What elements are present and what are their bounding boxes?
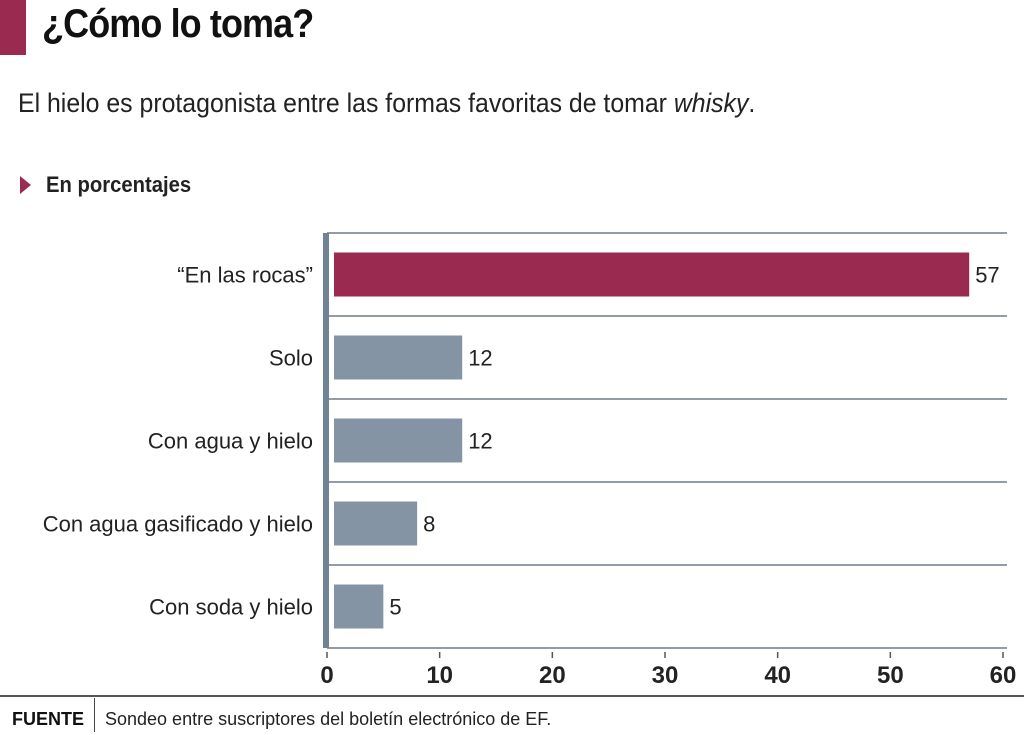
x-tick-label: 20 [539,662,566,689]
category-label: Con soda y hielo [149,595,313,620]
label-layer: “En las rocas” 57 Solo 12 Con agua y hielo 12… [43,263,1000,620]
bar-layer [334,252,970,629]
x-tick-label: 0 [320,662,333,689]
category-label: Con agua y hielo [148,429,313,454]
category-label: Con agua gasificado y hielo [43,512,313,537]
x-tick-label: 10 [426,662,453,689]
x-tick-label: 60 [990,662,1017,689]
unit-row: En porcentajes [20,172,204,198]
chart-title: ¿Cómo lo toma? [42,2,314,46]
source-divider [0,695,1024,697]
value-label: 57 [975,263,999,288]
axis-layer: 0 10 20 30 40 50 60 [320,233,1016,689]
source-key: FUENTE [12,708,84,729]
x-tick-label: 50 [877,662,904,689]
bar [334,252,970,297]
value-label: 5 [389,595,401,620]
source-separator [94,698,95,732]
value-label: 8 [423,512,435,537]
source-text: Sondeo entre suscriptores del boletín el… [105,708,552,729]
grid-layer [327,232,1007,649]
x-tick-label: 30 [652,662,679,689]
source-note: FUENTE Sondeo entre suscriptores del bol… [12,698,552,732]
subtitle-end: . [748,88,756,118]
bar [334,501,418,546]
y-axis-line [323,233,329,648]
x-tick-label: 40 [764,662,791,689]
value-label: 12 [468,429,492,454]
subtitle-text: El hielo es protagonista entre las forma… [18,88,674,118]
title-accent-block [0,0,26,55]
value-label: 12 [468,346,492,371]
subtitle-emphasis: whisky [673,88,749,118]
bar [334,418,463,463]
triangle-right-icon [20,176,31,194]
bar [334,335,463,380]
chart-subtitle: El hielo es protagonista entre las forma… [18,88,755,119]
bar [334,584,384,629]
category-label: Solo [269,346,313,371]
unit-label: En porcentajes [46,172,192,197]
category-label: “En las rocas” [177,263,313,288]
